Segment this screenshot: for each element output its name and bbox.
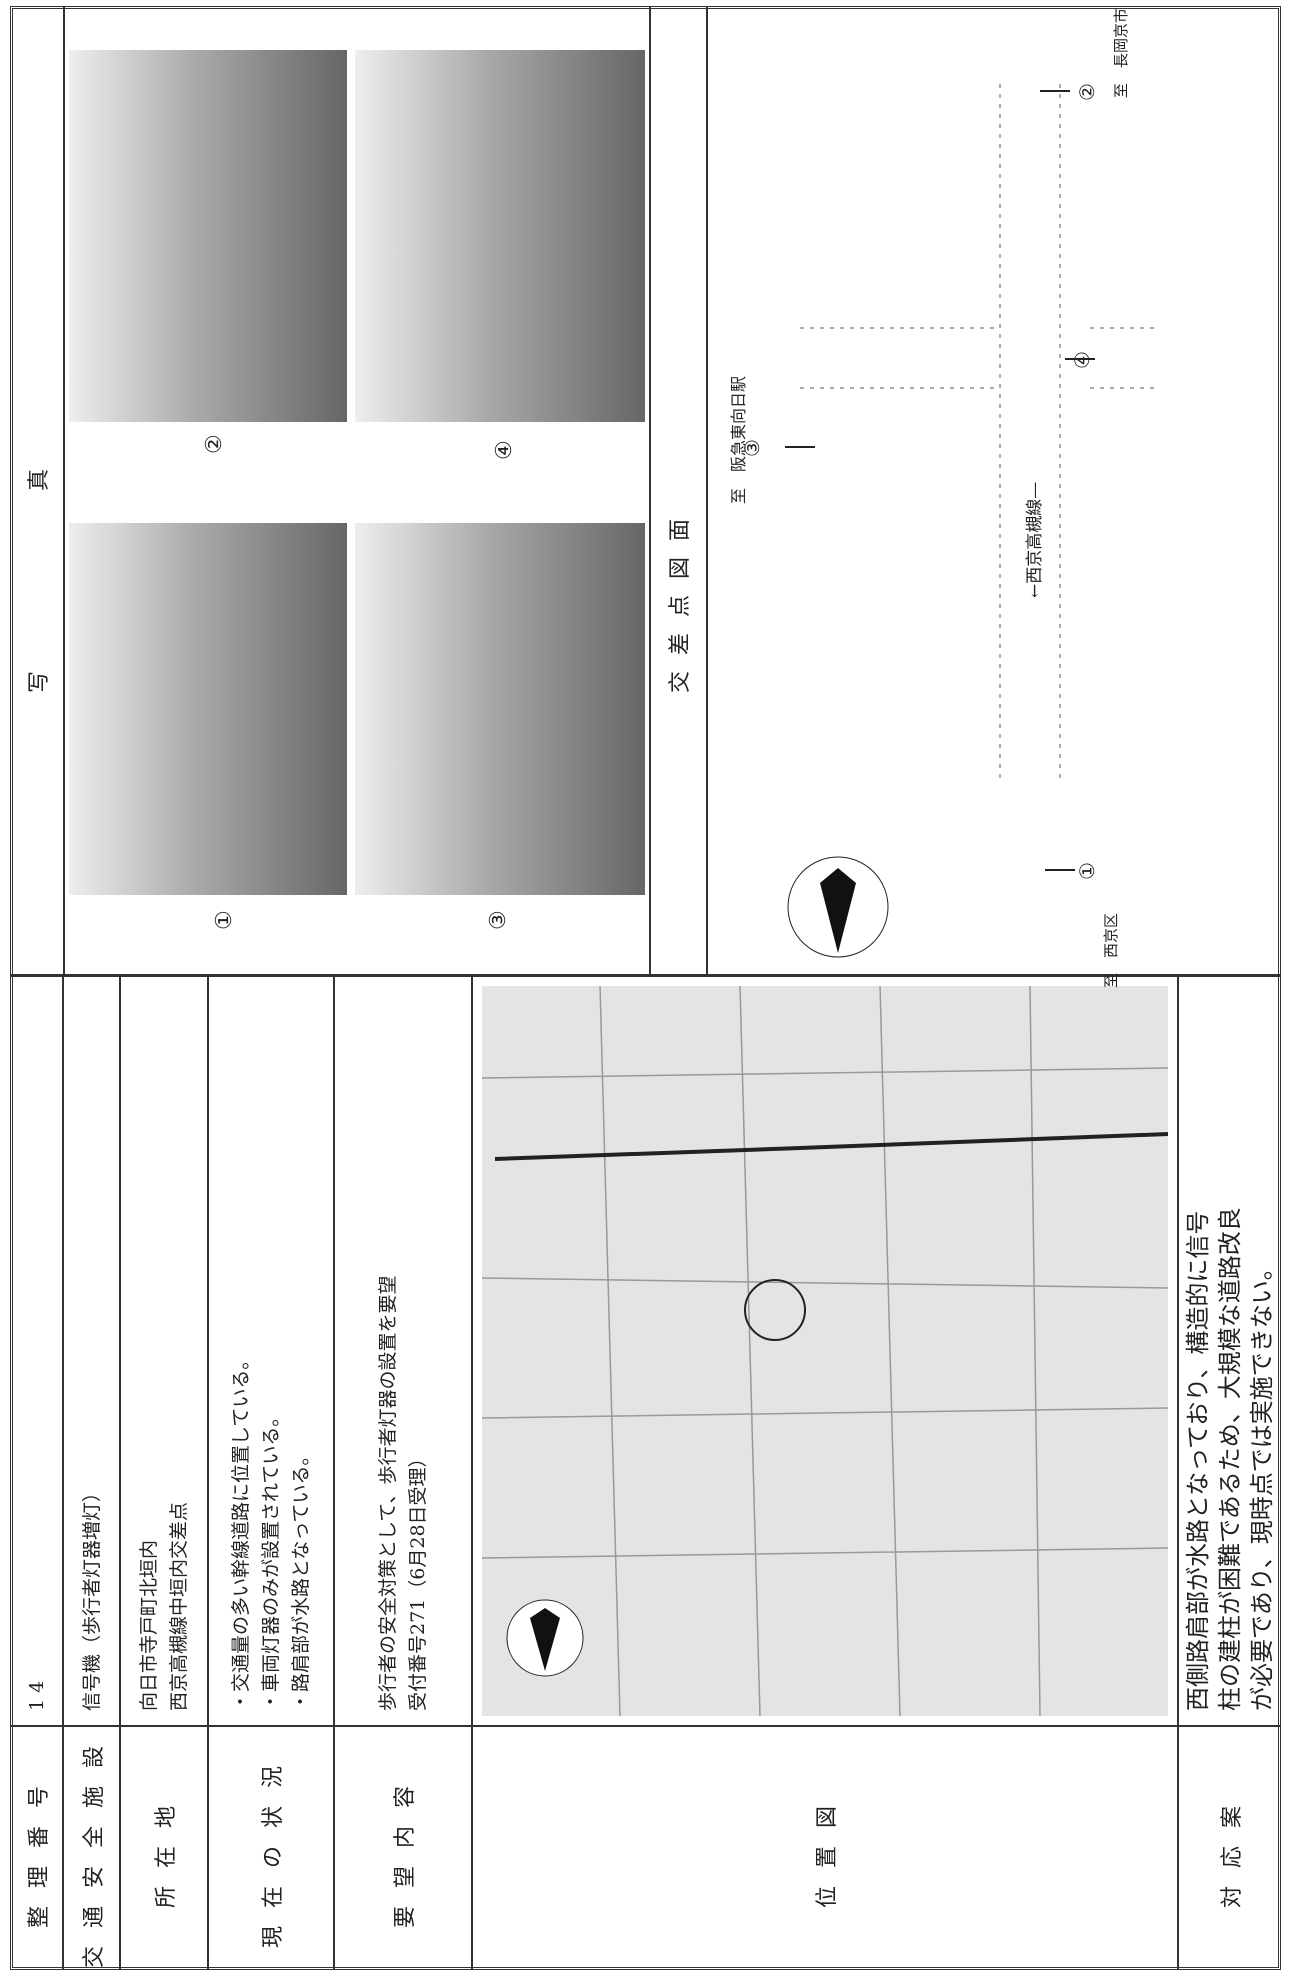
photo-caption: ④	[492, 440, 517, 460]
row-value: 歩行者の安全対策として、歩行者灯器の設置を要望 受付番号271（6月28日受理）	[334, 976, 472, 1726]
photo-caption: ①	[212, 910, 237, 930]
diagram-roads	[800, 78, 1160, 778]
photo-caption: ②	[202, 434, 227, 454]
value-line: 西京高槻線中垣内交差点	[168, 1501, 190, 1711]
row-value: 西側路肩部が水路となっており、構造的に信号 柱の建柱が困難であるため、大規模な道路…	[1178, 976, 1281, 1726]
photo	[355, 50, 645, 422]
value-line: 1 4	[25, 1680, 48, 1711]
row-label: 位置図	[472, 1726, 1178, 1970]
value-line: ・車両灯器のみが設置されている。	[260, 1407, 282, 1711]
destination: 至 西京区	[1102, 912, 1120, 988]
row-value	[472, 976, 1178, 1726]
row-value: 向日市寺戸町北垣内 西京高槻線中垣内交差点	[120, 976, 208, 1726]
map-roads	[481, 985, 1169, 1717]
road-name: ←西京高槻線—	[1025, 481, 1045, 598]
row-value: 1 4	[10, 976, 63, 1726]
railway	[494, 1132, 1169, 1161]
row-label: 対応案	[1178, 1726, 1281, 1970]
row-label: 所在地	[120, 1726, 208, 1970]
row-label: 整理番号	[10, 1726, 63, 1970]
destination: 至 阪急東向日駅	[729, 375, 748, 504]
point-label: ①	[1075, 862, 1099, 880]
point-label: ④	[1070, 351, 1094, 369]
compass-needle	[820, 868, 856, 953]
row-label: 現在の状況	[208, 1726, 334, 1970]
value-line: 信号機（歩行者灯器増灯）	[80, 1482, 103, 1711]
value-line: が必要であり、現時点では実施できない。	[1247, 1256, 1276, 1711]
row-label: 要望内容	[334, 1726, 472, 1970]
value-line: ・路肩部が水路となっている。	[290, 1446, 312, 1711]
photo	[69, 523, 347, 895]
compass-needle	[530, 1608, 560, 1671]
row-value: ・交通量の多い幹線道路に位置している。 ・車両灯器のみが設置されている。 ・路肩部が…	[208, 976, 334, 1726]
destination: 至 長岡京市	[1112, 7, 1130, 98]
value-line: 柱の建柱が困難であるため、大規模な道路改良	[1215, 1207, 1244, 1711]
value-line: 歩行者の安全対策として、歩行者灯器の設置を要望	[377, 1275, 399, 1711]
point-label: ②	[1075, 83, 1099, 101]
map	[482, 986, 1168, 1716]
photo-caption: ③	[486, 910, 511, 930]
row-label: 交通安全施設	[63, 1726, 120, 1970]
row-value: 信号機（歩行者灯器増灯）	[63, 976, 120, 1726]
value-line: ・交通量の多い幹線道路に位置している。	[230, 1350, 252, 1711]
arrows	[785, 90, 1095, 871]
value-line: 向日市寺戸町北垣内	[138, 1539, 160, 1711]
photo	[355, 523, 645, 895]
location-circle	[744, 1279, 806, 1341]
photo	[69, 50, 347, 422]
value-line: 西側路肩部が水路となっており、構造的に信号	[1183, 1210, 1212, 1711]
value-line: 受付番号271（6月28日受理）	[407, 1448, 429, 1711]
